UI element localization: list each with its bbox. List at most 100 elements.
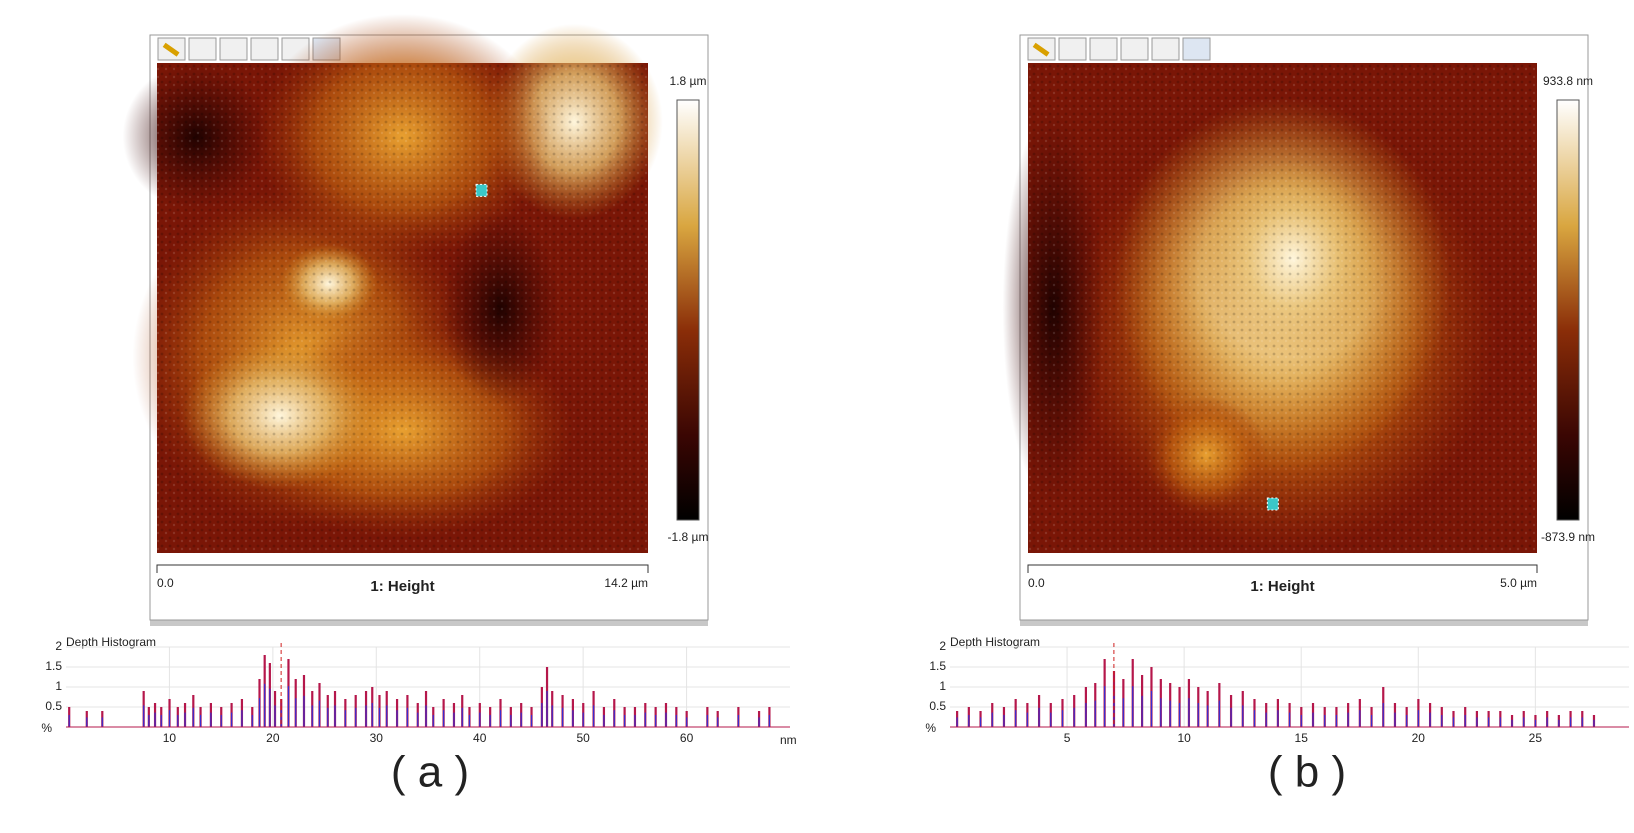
y-tick-label: 1.5 <box>45 659 62 673</box>
x-tick-label: 10 <box>1177 731 1191 745</box>
scale-bar <box>156 564 649 573</box>
histogram-bar-core <box>1061 710 1064 727</box>
histogram-bar-core <box>1141 695 1143 727</box>
histogram-bar-core <box>269 688 271 727</box>
histogram-bar-core <box>1113 693 1115 727</box>
histogram-bar-core <box>318 700 321 727</box>
y-tick-label: 0.5 <box>929 699 946 713</box>
histogram-bar-core <box>1370 715 1373 727</box>
afm-image <box>122 14 663 553</box>
histogram-bar-core <box>686 717 688 727</box>
scale-end: 5.0 µm <box>1500 576 1537 590</box>
scale-bar <box>1027 564 1538 573</box>
histogram-bar-core <box>1534 719 1537 727</box>
histogram-bar-core <box>1265 712 1267 727</box>
x-tick-label: 30 <box>370 731 384 745</box>
histogram-bar-core <box>665 712 667 727</box>
x-tick-label: 10 <box>163 731 177 745</box>
histogram-bar-core <box>1406 715 1408 727</box>
histogram-bar-core <box>1277 710 1279 727</box>
x-tick-label: 60 <box>680 731 694 745</box>
y-tick-label: 2 <box>939 639 946 653</box>
histogram-bar-core <box>675 715 677 727</box>
y-tick-label: 0.5 <box>45 699 62 713</box>
toolbar-button <box>1089 37 1118 61</box>
histogram-bar-core <box>177 715 179 727</box>
y-tick-label: 1 <box>939 679 946 693</box>
histogram-bar-core <box>510 715 512 727</box>
histogram-bar-core <box>592 705 595 727</box>
toolbar-button <box>1182 37 1211 61</box>
histogram-bar-core <box>706 715 708 727</box>
histogram-bar-core <box>520 712 522 727</box>
histogram-bar-core <box>1197 703 1199 727</box>
histogram-bar-core <box>624 715 626 727</box>
histogram-bar-core <box>220 715 222 727</box>
histogram-bar-core <box>1593 719 1595 727</box>
histogram-bar-core <box>184 712 186 727</box>
panel-caption: ( a ) <box>391 748 469 797</box>
histogram-bar-core <box>143 705 145 727</box>
scale-start: 0.0 <box>157 576 174 590</box>
histogram-bar-core <box>241 710 243 727</box>
histogram-bar-core <box>371 703 373 727</box>
histogram-bar-core <box>274 705 276 727</box>
histogram-bar-core <box>1289 712 1291 727</box>
scale-start: 0.0 <box>1028 576 1045 590</box>
histogram-bar-core <box>1335 715 1338 727</box>
histogram-bar-core <box>199 715 202 727</box>
ruler-icon <box>162 42 180 57</box>
histogram-bar-core <box>644 712 646 727</box>
toolbar-button <box>1058 37 1087 61</box>
histogram-bar-core <box>530 715 533 727</box>
histogram-bar-core <box>1178 703 1181 727</box>
histogram-bar-core <box>396 710 398 727</box>
afm-texture <box>157 63 648 553</box>
histogram-bar-core <box>582 712 584 727</box>
colorbar-min: -1.8 µm <box>668 530 709 544</box>
toolbar-button <box>188 37 217 61</box>
histogram-bar-core <box>1558 719 1560 727</box>
histogram-title: Depth Histogram <box>66 635 156 649</box>
histogram-bar-core <box>148 715 150 727</box>
x-tick-label: 50 <box>576 731 590 745</box>
histogram-bar-core <box>1312 712 1314 727</box>
histogram-bar-core <box>1160 698 1162 727</box>
x-tick-label: 5 <box>1064 731 1071 745</box>
histogram-bar-core <box>1104 686 1106 727</box>
histogram-bar-core <box>1003 715 1005 727</box>
histogram-bar-core <box>1523 717 1525 727</box>
histogram-bar-core <box>1094 700 1096 727</box>
histogram-bar-core <box>1253 710 1256 727</box>
colorbar <box>676 99 700 521</box>
histogram-bar-core <box>461 707 463 727</box>
colorbar-max: 1.8 µm <box>670 74 707 88</box>
histogram-bar-core <box>425 705 427 727</box>
histogram-bar-core <box>634 715 636 727</box>
histogram-bar-core <box>479 712 481 727</box>
histogram-bar-core <box>432 715 434 727</box>
histogram-bar-core <box>1073 707 1075 727</box>
histogram-bar-core <box>1382 703 1384 727</box>
histogram-bar-core <box>1441 715 1443 727</box>
histogram-bar-core <box>258 698 261 727</box>
histogram-bar-core <box>1188 698 1190 727</box>
histogram-bar-core <box>154 712 156 727</box>
histogram-bar-core <box>1132 686 1134 727</box>
panel-caption: ( b ) <box>1268 748 1346 797</box>
histogram-bar-core <box>378 707 381 727</box>
colorbar-min: -873.9 nm <box>1541 530 1595 544</box>
histogram-bar-core <box>453 712 455 727</box>
histogram-bar-core <box>365 705 367 727</box>
ruler-icon <box>1032 42 1050 57</box>
histogram-bar-core <box>1300 715 1302 727</box>
histogram-bar-core <box>443 710 445 727</box>
toolbar-button <box>1120 37 1149 61</box>
histogram-bar-core <box>1569 717 1572 727</box>
histogram-bar-core <box>1347 712 1349 727</box>
histogram-bar-core <box>160 715 162 727</box>
histogram-bar-core <box>561 707 564 727</box>
cursor-marker <box>1266 497 1279 511</box>
histogram-bar-core <box>1511 719 1513 727</box>
